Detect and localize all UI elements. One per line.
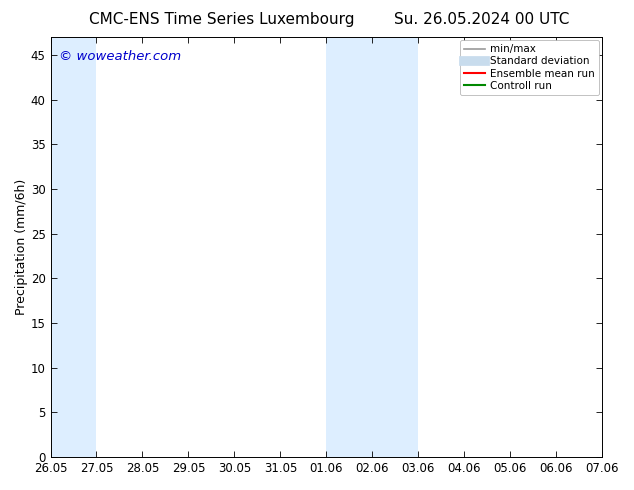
Bar <box>327 37 418 457</box>
Text: Su. 26.05.2024 00 UTC: Su. 26.05.2024 00 UTC <box>394 12 569 27</box>
Y-axis label: Precipitation (mm/6h): Precipitation (mm/6h) <box>15 179 28 315</box>
Bar <box>51 37 96 457</box>
Text: CMC-ENS Time Series Luxembourg: CMC-ENS Time Series Luxembourg <box>89 12 354 27</box>
Text: © woweather.com: © woweather.com <box>59 49 181 63</box>
Legend: min/max, Standard deviation, Ensemble mean run, Controll run: min/max, Standard deviation, Ensemble me… <box>460 40 599 95</box>
